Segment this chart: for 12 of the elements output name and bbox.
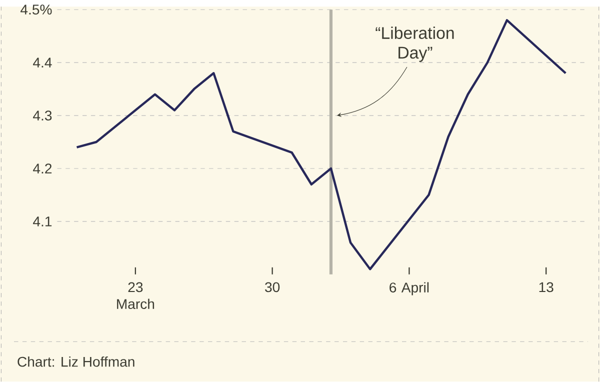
line-series [76, 19, 567, 270]
y-tick-label: 4.1 [33, 216, 52, 226]
x-tick-label: 23 March [117, 282, 154, 310]
x-tick-label: 13 [539, 282, 554, 292]
y-tick-label: 4.2 [33, 164, 52, 174]
x-tick-label: 6 April [390, 282, 429, 296]
ref-line-label: “Liberation Day” [376, 26, 454, 62]
y-tick-label: 4.5% [20, 4, 52, 15]
y-tick-label: 4.4 [33, 58, 52, 68]
y-tick-label: 4.3 [33, 110, 52, 121]
x-tick-label: 30 [265, 282, 280, 292]
text: Chart: Liz Hoffman [18, 356, 134, 367]
